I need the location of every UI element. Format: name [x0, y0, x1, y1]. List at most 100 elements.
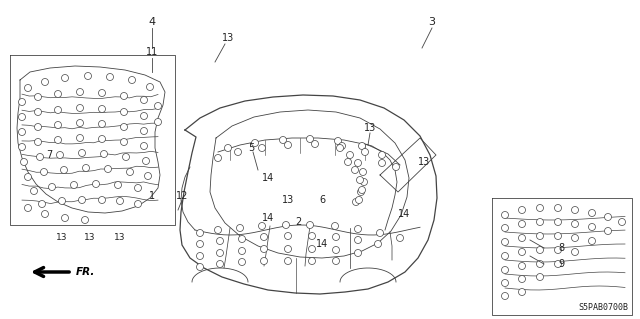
Circle shape	[79, 197, 86, 204]
Circle shape	[355, 236, 362, 243]
Text: 3: 3	[429, 17, 435, 27]
Circle shape	[216, 261, 223, 268]
Circle shape	[285, 233, 291, 240]
Circle shape	[358, 187, 365, 194]
Circle shape	[100, 151, 108, 158]
Circle shape	[335, 137, 342, 145]
Circle shape	[54, 91, 61, 98]
Text: 13: 13	[56, 234, 68, 242]
Text: 13: 13	[84, 234, 96, 242]
Circle shape	[344, 159, 351, 166]
Circle shape	[122, 153, 129, 160]
Circle shape	[353, 198, 360, 205]
Circle shape	[129, 77, 136, 84]
Circle shape	[554, 204, 561, 211]
Circle shape	[282, 221, 289, 228]
Circle shape	[355, 249, 362, 256]
Circle shape	[154, 102, 161, 109]
Circle shape	[99, 136, 106, 143]
Circle shape	[237, 225, 243, 232]
Text: FR.: FR.	[76, 267, 95, 277]
Circle shape	[58, 197, 65, 204]
Circle shape	[536, 219, 543, 226]
Circle shape	[35, 93, 42, 100]
Circle shape	[374, 241, 381, 248]
Circle shape	[307, 136, 314, 143]
Text: 14: 14	[262, 213, 274, 223]
Circle shape	[362, 149, 369, 155]
Circle shape	[536, 204, 543, 211]
Circle shape	[214, 154, 221, 161]
Circle shape	[120, 138, 127, 145]
Circle shape	[554, 261, 561, 268]
Text: 11: 11	[146, 47, 158, 57]
Circle shape	[196, 229, 204, 236]
Circle shape	[24, 85, 31, 92]
Circle shape	[285, 142, 291, 149]
Circle shape	[358, 143, 365, 150]
Circle shape	[589, 224, 595, 231]
Circle shape	[19, 114, 26, 121]
Circle shape	[554, 219, 561, 226]
Text: 13: 13	[222, 33, 234, 43]
Circle shape	[54, 122, 61, 129]
Circle shape	[259, 222, 266, 229]
Circle shape	[196, 241, 204, 248]
Circle shape	[99, 90, 106, 97]
Circle shape	[392, 164, 399, 170]
Circle shape	[54, 137, 61, 144]
Circle shape	[54, 107, 61, 114]
Circle shape	[61, 167, 67, 174]
Circle shape	[360, 179, 367, 186]
Circle shape	[554, 247, 561, 254]
Circle shape	[20, 159, 28, 166]
Circle shape	[49, 183, 56, 190]
Text: 1: 1	[149, 191, 155, 201]
Circle shape	[120, 93, 127, 100]
Circle shape	[239, 235, 246, 242]
Circle shape	[502, 253, 509, 259]
Circle shape	[618, 219, 625, 226]
Circle shape	[84, 72, 92, 79]
Circle shape	[56, 152, 63, 159]
Circle shape	[35, 138, 42, 145]
Circle shape	[518, 234, 525, 241]
Circle shape	[116, 197, 124, 204]
Circle shape	[216, 238, 223, 244]
Circle shape	[141, 128, 147, 135]
Circle shape	[536, 233, 543, 240]
Circle shape	[70, 182, 77, 189]
Circle shape	[104, 166, 111, 173]
Circle shape	[333, 247, 339, 254]
Circle shape	[518, 288, 525, 295]
Circle shape	[77, 88, 83, 95]
Circle shape	[120, 123, 127, 130]
Circle shape	[141, 113, 147, 120]
Circle shape	[536, 273, 543, 280]
Circle shape	[239, 258, 246, 265]
Circle shape	[378, 152, 385, 159]
Text: 4: 4	[148, 17, 156, 27]
Circle shape	[518, 220, 525, 227]
Circle shape	[339, 143, 346, 150]
Circle shape	[346, 152, 353, 159]
Circle shape	[518, 276, 525, 283]
Circle shape	[332, 222, 339, 229]
Circle shape	[356, 176, 364, 183]
Circle shape	[252, 139, 259, 146]
Circle shape	[234, 149, 241, 155]
Circle shape	[225, 145, 232, 152]
Circle shape	[502, 211, 509, 219]
Circle shape	[141, 143, 147, 150]
Text: 14: 14	[316, 239, 328, 249]
Circle shape	[572, 249, 579, 256]
Circle shape	[502, 279, 509, 286]
Circle shape	[280, 137, 287, 144]
Circle shape	[77, 135, 83, 142]
Circle shape	[554, 233, 561, 240]
Circle shape	[19, 99, 26, 106]
Circle shape	[355, 160, 362, 167]
Circle shape	[351, 167, 358, 174]
Circle shape	[358, 189, 365, 196]
Circle shape	[307, 221, 314, 228]
